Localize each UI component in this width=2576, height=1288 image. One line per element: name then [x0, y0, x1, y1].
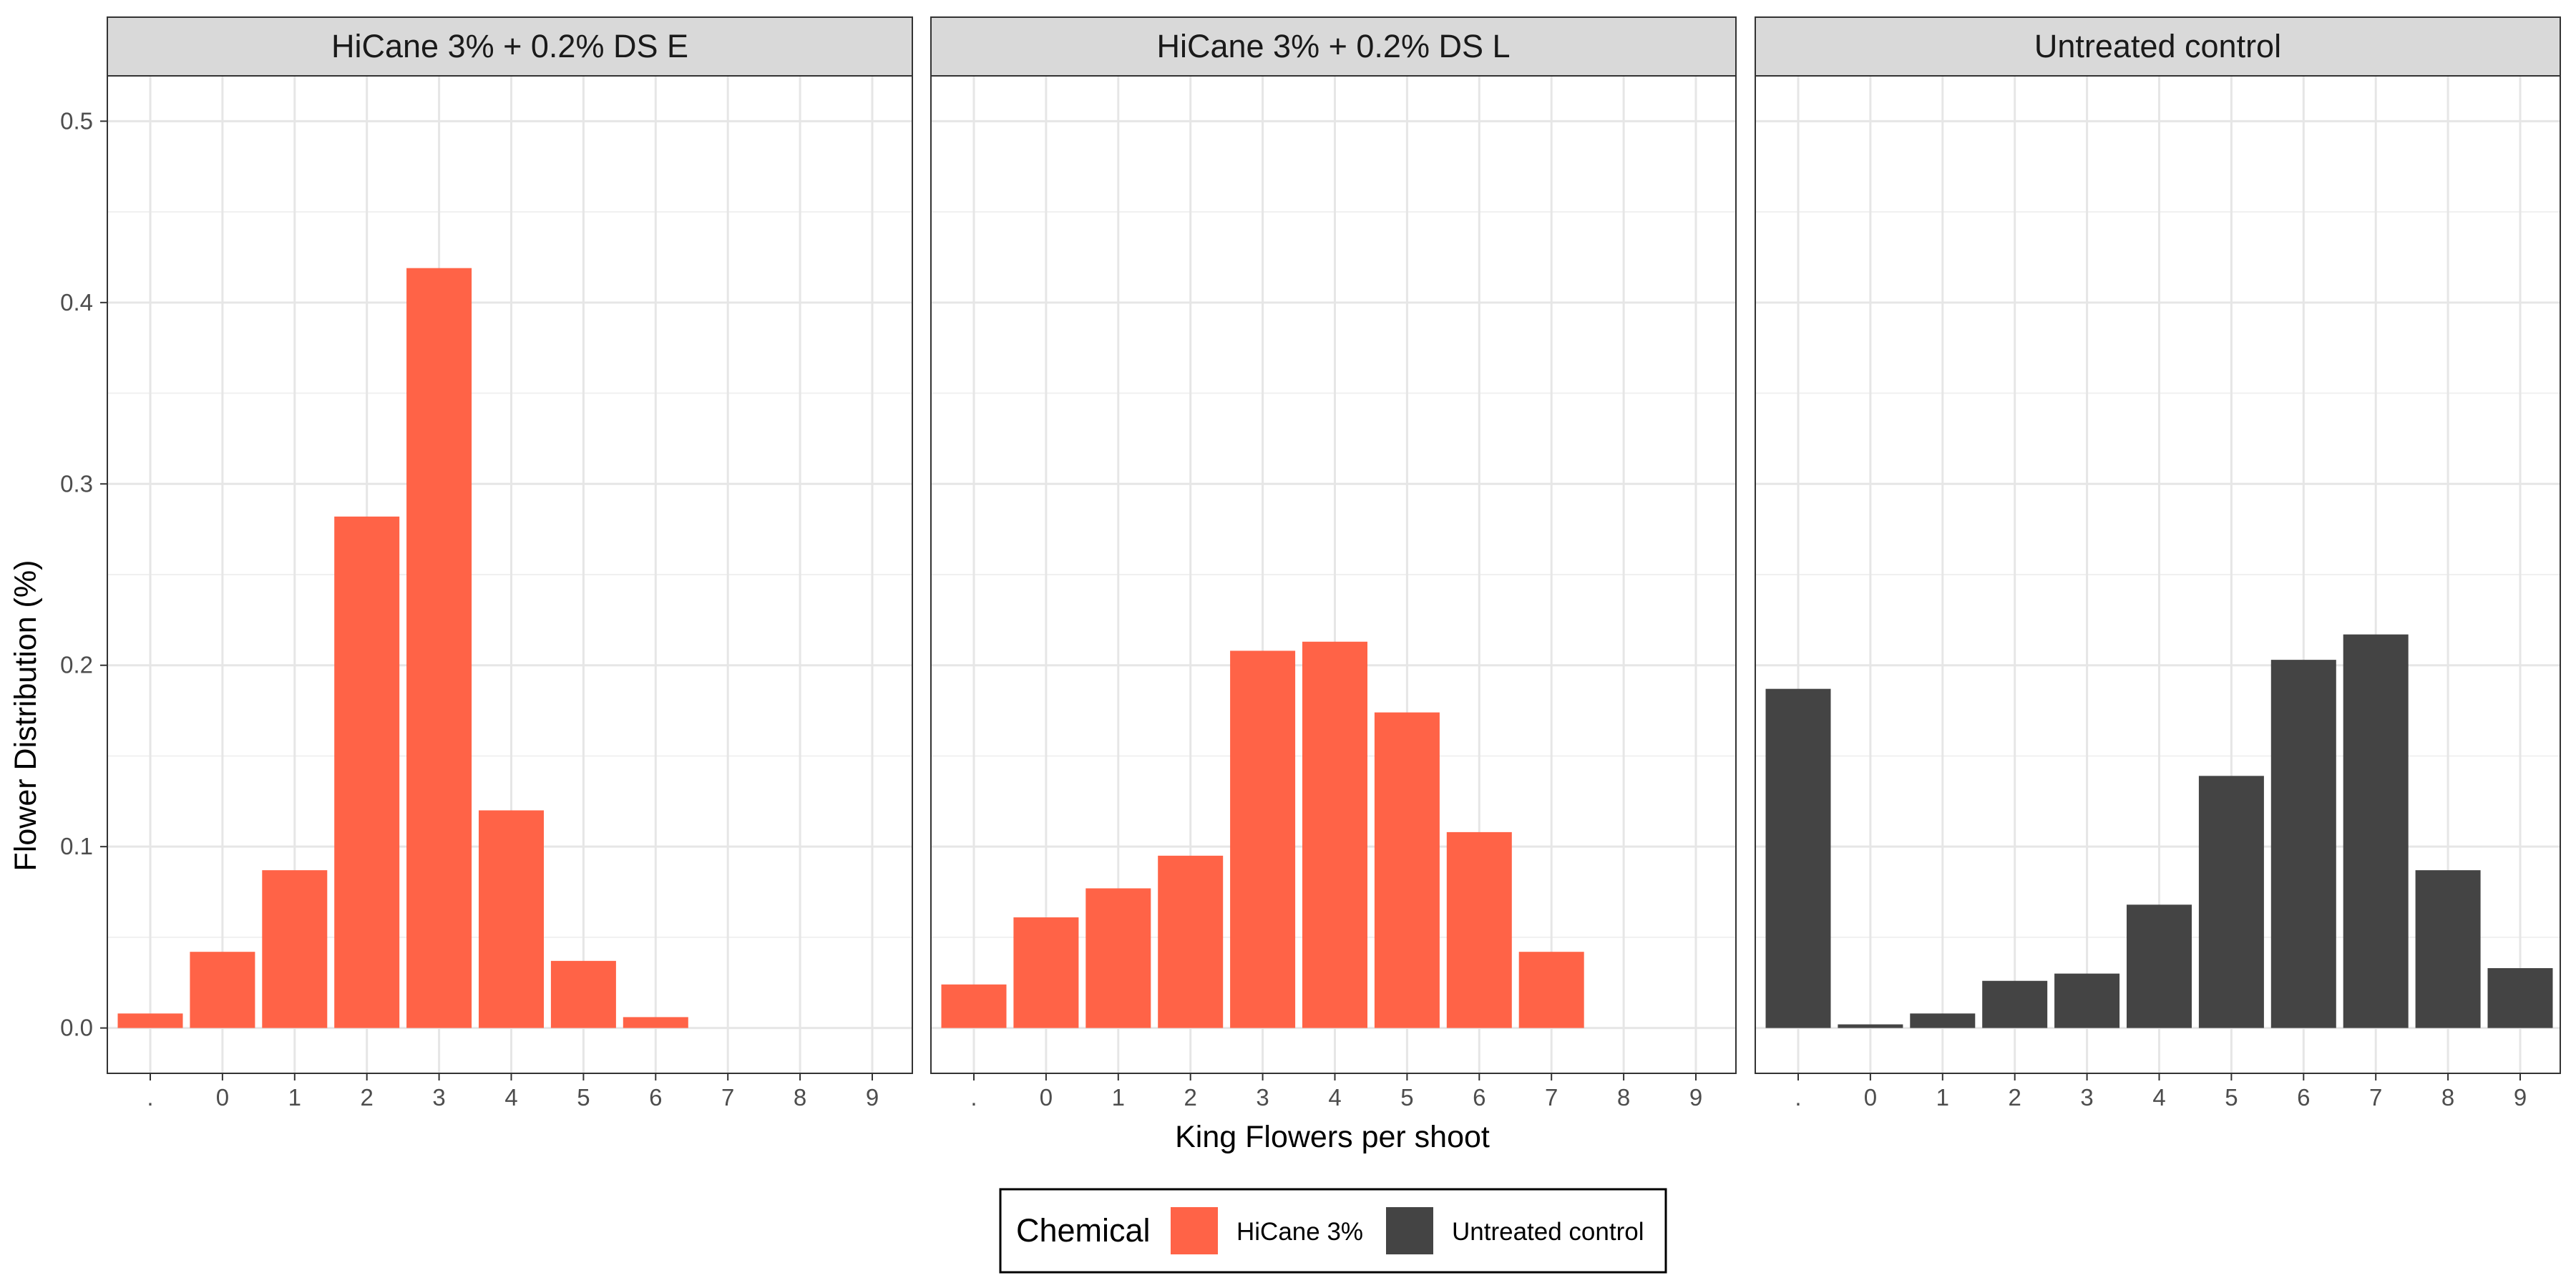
bar — [2343, 634, 2409, 1028]
y-axis-title: Flower Distribution (%) — [9, 560, 43, 872]
x-tick-label: 7 — [1545, 1084, 1558, 1111]
bar — [1446, 831, 1512, 1028]
panel-border — [930, 75, 1737, 1074]
facet-title: HiCane 3% + 0.2% DS E — [331, 28, 688, 64]
bar — [1518, 952, 1584, 1028]
x-tick-label: 4 — [1328, 1084, 1341, 1111]
legend-label: HiCane 3% — [1236, 1218, 1363, 1246]
facet-title: Untreated control — [2034, 28, 2281, 64]
x-tick-label: 9 — [866, 1084, 879, 1111]
bar — [406, 268, 472, 1028]
x-tick-label: 5 — [577, 1084, 590, 1111]
bar — [1085, 888, 1151, 1028]
bar — [941, 984, 1007, 1028]
x-tick-label: . — [1795, 1084, 1801, 1111]
x-tick-label: 0 — [216, 1084, 229, 1111]
facet-title: HiCane 3% + 0.2% DS L — [1156, 28, 1510, 64]
bar — [1374, 712, 1440, 1028]
bar — [1302, 641, 1367, 1028]
x-tick-label: 5 — [1400, 1084, 1413, 1111]
x-tick-label: 1 — [1936, 1084, 1949, 1111]
panel-border — [1755, 75, 2561, 1074]
x-tick-label: . — [147, 1084, 153, 1111]
legend-box — [999, 1188, 1667, 1274]
bar — [1838, 1024, 1903, 1028]
x-tick-label: 3 — [2080, 1084, 2093, 1111]
bar — [1158, 855, 1224, 1028]
bar — [2127, 904, 2192, 1028]
legend-swatch — [1171, 1207, 1218, 1254]
y-tick-label: 0.3 — [60, 470, 93, 497]
y-axis: 0.0 0.1 0.2 0.3 0.4 0.5 — [60, 107, 107, 1041]
legend-title: Chemical — [1016, 1212, 1151, 1249]
x-tick-label: 7 — [2369, 1084, 2382, 1111]
y-tick-label: 0.4 — [60, 289, 93, 316]
bar — [1230, 650, 1296, 1028]
x-tick-label: 0 — [1040, 1084, 1053, 1111]
bar — [334, 516, 400, 1028]
x-axis-title: King Flowers per shoot — [1175, 1120, 1490, 1154]
facet-strip — [107, 16, 913, 77]
bar — [550, 960, 616, 1028]
x-tick-label: 2 — [361, 1084, 374, 1111]
facet-strip — [1755, 16, 2561, 77]
x-tick-label: 2 — [2009, 1084, 2021, 1111]
x-tick-label: 1 — [1112, 1084, 1125, 1111]
bar — [479, 810, 544, 1028]
bar — [1013, 917, 1079, 1028]
y-tick-label: 0.0 — [60, 1015, 93, 1041]
x-tick-label: 8 — [794, 1084, 806, 1111]
x-tick-label: 6 — [649, 1084, 662, 1111]
x-tick-label: 6 — [2297, 1084, 2310, 1111]
y-tick-label: 0.5 — [60, 107, 93, 134]
facet-panel: HiCane 3% + 0.2% DS L. 0 1 2 3 4 5 6 7 8 9 — [930, 16, 1737, 1111]
x-tick-label: 4 — [504, 1084, 517, 1111]
bar — [2487, 967, 2553, 1028]
bar — [1910, 1013, 1976, 1028]
bar — [117, 1013, 183, 1028]
legend-label: Untreated control — [1452, 1218, 1644, 1246]
legend: Chemical HiCane 3% Untreated control — [999, 1188, 1667, 1274]
x-tick-label: 2 — [1184, 1084, 1197, 1111]
bar — [2054, 973, 2120, 1028]
bar — [190, 952, 255, 1028]
x-tick-label: 0 — [1864, 1084, 1877, 1111]
bar — [2198, 776, 2264, 1028]
x-tick-label: 8 — [1617, 1084, 1630, 1111]
facet-strip — [930, 16, 1737, 77]
x-tick-label: . — [970, 1084, 977, 1111]
y-tick-label: 0.2 — [60, 652, 93, 678]
y-tick-label: 0.1 — [60, 833, 93, 859]
x-tick-label: 6 — [1473, 1084, 1485, 1111]
x-tick-label: 9 — [1689, 1084, 1702, 1111]
bar — [623, 1017, 688, 1028]
x-tick-label: 7 — [721, 1084, 734, 1111]
x-tick-label: 3 — [432, 1084, 445, 1111]
bar — [2270, 660, 2336, 1028]
x-tick-label: 4 — [2152, 1084, 2165, 1111]
x-tick-label: 1 — [288, 1084, 301, 1111]
facet-panel: HiCane 3% + 0.2% DS E. 0 1 2 3 4 5 6 7 8 9 — [107, 16, 913, 1111]
bar — [1982, 980, 2048, 1028]
bar — [1765, 688, 1831, 1028]
panel-border — [107, 75, 913, 1074]
x-tick-label: 3 — [1256, 1084, 1269, 1111]
x-tick-label: 8 — [2441, 1084, 2454, 1111]
bar — [262, 870, 328, 1028]
x-tick-label: 9 — [2514, 1084, 2527, 1111]
legend-swatch — [1386, 1207, 1433, 1254]
facet-panel: Untreated control. 0 1 2 3 4 5 6 7 8 9 — [1755, 16, 2561, 1111]
x-tick-label: 5 — [2225, 1084, 2238, 1111]
bar — [2415, 870, 2481, 1028]
